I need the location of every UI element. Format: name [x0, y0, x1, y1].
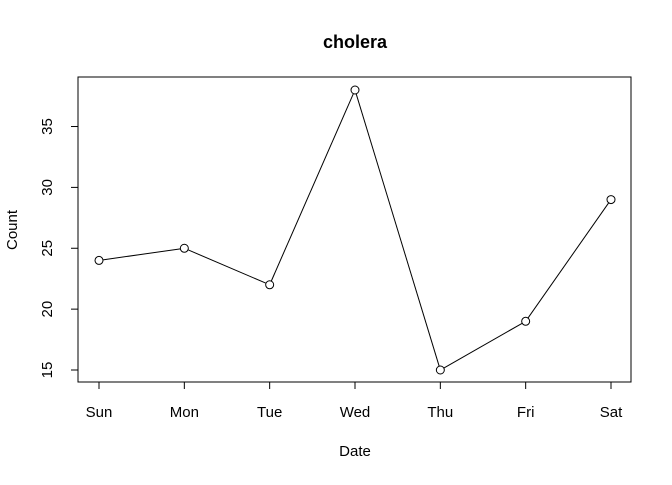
x-axis-label: Date: [339, 443, 371, 460]
y-tick-label: 25: [39, 240, 56, 257]
series-line-segment: [443, 322, 523, 369]
data-point-wed: [350, 85, 360, 95]
x-tick-label: Tue: [257, 404, 282, 421]
series-line-segment: [355, 93, 440, 367]
data-point-sat: [606, 195, 616, 205]
x-tick-label: Fri: [517, 404, 535, 421]
y-tick-label: 35: [39, 118, 56, 135]
series-count: [94, 85, 616, 375]
y-axis: 15 20 25 30 35: [39, 118, 79, 379]
plot-frame: [77, 76, 632, 383]
data-point-mon: [179, 243, 189, 253]
chart-title: cholera: [323, 32, 388, 52]
x-tick-label: Sat: [600, 404, 623, 421]
x-tick-label: Mon: [170, 404, 199, 421]
series-line-segment: [527, 202, 610, 319]
series-line-segment: [187, 249, 267, 284]
series-line-segment: [270, 93, 354, 282]
data-point-tue: [265, 280, 275, 290]
data-point-fri: [521, 316, 531, 326]
x-tick-label: Thu: [427, 404, 453, 421]
y-tick-label: 20: [39, 301, 56, 318]
data-point-sun: [94, 255, 104, 265]
y-tick-label: 30: [39, 179, 56, 196]
data-point-thu: [435, 365, 445, 375]
x-tick-label: Sun: [86, 404, 113, 421]
y-axis-label: Count: [4, 209, 21, 250]
x-tick-label: Wed: [340, 404, 371, 421]
series-line-segment: [102, 248, 181, 261]
y-tick-label: 15: [39, 362, 56, 379]
x-axis: Sun Mon Tue Wed Thu Fri Sat: [86, 381, 623, 421]
